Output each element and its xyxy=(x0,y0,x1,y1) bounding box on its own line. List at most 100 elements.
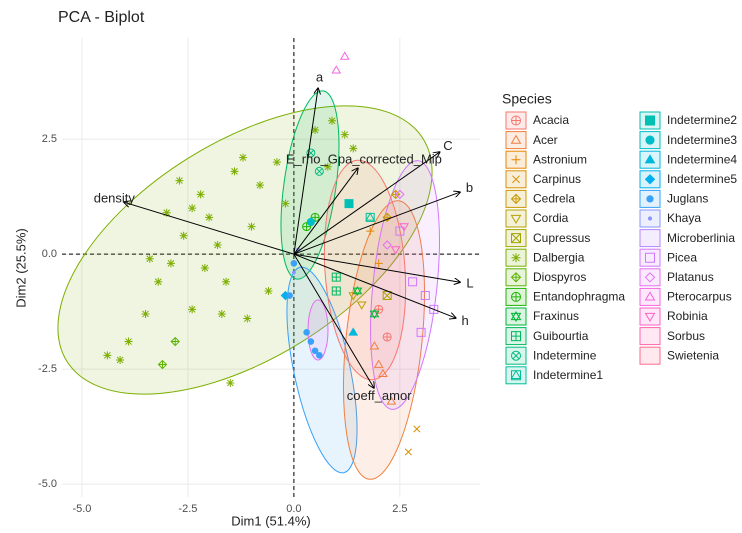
point xyxy=(511,253,521,263)
point xyxy=(644,291,656,301)
point-part xyxy=(176,177,183,184)
point xyxy=(124,337,133,346)
point xyxy=(310,212,320,222)
point xyxy=(356,301,367,310)
loading-arrow xyxy=(293,253,460,282)
loading-arrow xyxy=(124,202,295,255)
point-part xyxy=(413,425,421,433)
point-part xyxy=(311,126,319,134)
legend-label: Astronium xyxy=(533,152,587,166)
point xyxy=(645,115,655,126)
legend-label: Acer xyxy=(533,133,558,147)
point xyxy=(188,204,197,213)
point-part xyxy=(167,260,175,267)
legend-label: Sorbus xyxy=(667,329,705,343)
chart-title: PCA - Biplot xyxy=(58,9,145,26)
point xyxy=(200,263,209,272)
point-part xyxy=(408,277,418,287)
point xyxy=(311,347,319,355)
x-axis-title: Dim1 (51.4%) xyxy=(231,513,310,528)
point-part xyxy=(374,305,383,314)
point-part xyxy=(420,291,430,301)
loading-label: E_rho_Gpa_corrected_Mip xyxy=(286,152,442,167)
point-part xyxy=(158,360,167,369)
legend-label: Juglans xyxy=(667,192,708,206)
point-part xyxy=(307,338,315,345)
point xyxy=(217,309,226,318)
point-part xyxy=(386,396,397,405)
point xyxy=(511,291,521,302)
point-part xyxy=(383,332,392,341)
legend-key xyxy=(505,366,527,385)
point-part xyxy=(395,226,405,236)
point xyxy=(510,272,522,283)
loading-arrow xyxy=(293,192,460,255)
legend-label: Carpinus xyxy=(533,172,581,186)
legend-label: Microberlinia xyxy=(667,231,735,245)
point-part xyxy=(390,189,401,200)
point-part xyxy=(511,233,521,243)
legend-label: Robinia xyxy=(667,309,708,323)
point xyxy=(239,153,248,162)
point-part xyxy=(248,223,255,230)
point-part xyxy=(352,285,363,295)
legend-label: Cupressus xyxy=(533,231,590,245)
legend-label: Indetermine5 xyxy=(667,172,737,186)
legend-label: Platanus xyxy=(667,270,714,284)
point xyxy=(511,233,521,244)
point xyxy=(352,285,363,296)
point xyxy=(344,199,354,209)
point xyxy=(512,175,520,184)
point-part xyxy=(303,329,310,336)
point xyxy=(331,65,342,74)
legend-label: Fraxinus xyxy=(533,309,579,323)
point xyxy=(349,144,358,153)
point xyxy=(306,217,315,227)
point xyxy=(175,176,184,185)
point xyxy=(323,162,332,171)
point xyxy=(408,277,418,287)
point-part xyxy=(644,154,656,164)
loading-label: a xyxy=(316,70,324,85)
point-part xyxy=(180,232,188,240)
point xyxy=(272,158,281,167)
x-tick-label: -5.0 xyxy=(72,503,91,515)
point-part xyxy=(154,278,162,286)
legend-key xyxy=(639,268,661,287)
point-part xyxy=(197,191,204,198)
point-part xyxy=(511,370,521,381)
point xyxy=(645,135,655,145)
point xyxy=(328,116,337,125)
legend-label: Indetermine4 xyxy=(667,152,737,166)
point xyxy=(644,272,656,283)
point xyxy=(339,51,350,60)
point-part xyxy=(373,359,384,368)
point-part xyxy=(290,260,298,267)
point xyxy=(645,252,655,263)
point-part xyxy=(214,241,221,249)
legend-label: Indetermine3 xyxy=(667,133,737,147)
point-part xyxy=(511,331,521,341)
point xyxy=(226,378,235,387)
point xyxy=(369,341,380,350)
point-part xyxy=(231,168,238,175)
point xyxy=(382,240,392,250)
y-tick-label: -2.5 xyxy=(38,363,57,375)
ellipse xyxy=(286,266,358,474)
point-part xyxy=(365,212,375,222)
point-part xyxy=(645,252,655,263)
point-part xyxy=(348,292,359,301)
legend-label: Indetermine1 xyxy=(533,368,603,382)
point-part xyxy=(218,310,226,318)
point xyxy=(413,425,421,433)
legend-label: Pterocarpus xyxy=(667,290,732,304)
point-part xyxy=(273,158,281,166)
point-part xyxy=(171,337,180,346)
point-part xyxy=(646,195,654,203)
point xyxy=(348,327,359,336)
point xyxy=(644,154,656,164)
point-part xyxy=(644,312,656,322)
point-part xyxy=(316,352,323,359)
point-part xyxy=(511,292,521,302)
